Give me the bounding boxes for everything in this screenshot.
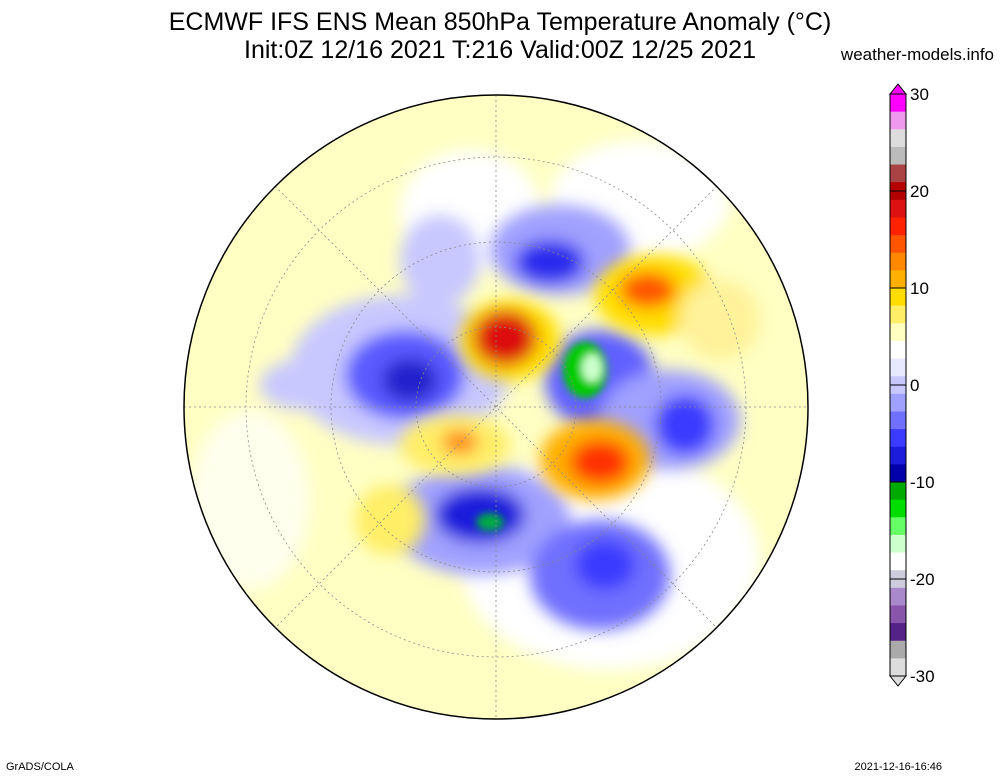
colorbar-swatch [890,94,906,113]
colorbar-swatch [890,111,906,130]
colorbar-swatch [890,146,906,166]
colorbar-swatch [890,658,906,677]
colorbar-top-arrow [888,83,908,95]
colorbar-swatch [890,164,906,183]
footer-left: GrADS/COLA [6,761,74,773]
polar-map [183,94,809,720]
colorbar-label: 30 [910,85,929,104]
colorbar-swatch [890,129,906,148]
map-subtitle: Init:0Z 12/16 2021 T:216 Valid:00Z 12/25… [244,36,756,64]
colorbar-swatch [890,464,906,483]
colorbar-swatch [890,199,906,218]
colorbar-swatch [890,517,906,536]
site-label: weather-models.info [840,45,994,64]
colorbar-swatch [890,288,906,307]
colorbar-swatch [890,393,906,412]
warm-anomalies [355,255,760,555]
colorbar-swatch [890,552,906,571]
colorbar-label: -30 [910,667,935,686]
colorbar-swatch [890,305,906,324]
map-border [183,94,809,720]
colorbar-label: 0 [910,376,919,395]
colorbar-swatch [890,499,906,518]
colorbar-swatch [890,482,906,501]
colorbar-swatch [890,340,906,360]
colorbar-swatch [890,429,906,448]
colorbar-label: -20 [910,570,935,589]
colorbar-swatch [890,446,906,465]
colorbar-swatch [890,217,906,236]
colorbar-label: 10 [910,279,929,298]
colorbar-swatch [890,623,906,642]
footer-right: 2021-12-16-16:46 [854,761,942,773]
colorbar-swatch [890,605,906,624]
colorbar: 30 20 10 0 -10 -20 -30 [888,83,935,687]
graticule [184,95,808,719]
colorbar-swatch [890,323,906,342]
colorbar-swatch [890,358,906,377]
colorbar-swatch [890,534,906,554]
map-title: ECMWF IFS ENS Mean 850hPa Temperature An… [168,8,832,36]
colorbar-swatch [890,411,906,430]
colorbar-swatch [890,640,906,659]
colorbar-label: -10 [910,473,935,492]
colorbar-label: 20 [910,182,929,201]
colorbar-swatch [890,270,906,289]
colorbar-swatch [890,235,906,254]
colorbar-swatch [890,587,906,606]
colorbar-swatch [890,252,906,271]
colorbar-bottom-arrow [888,675,908,687]
